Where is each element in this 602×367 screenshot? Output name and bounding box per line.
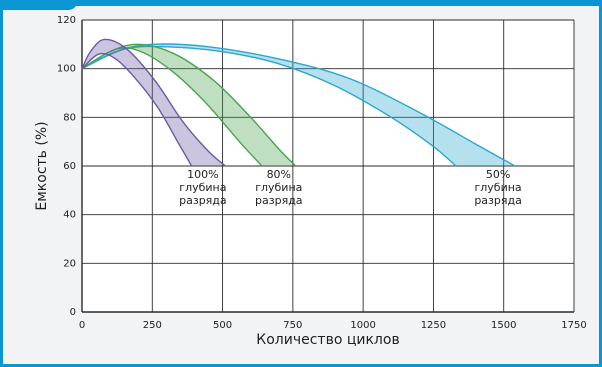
series-annotation-line: разряда xyxy=(474,194,522,207)
x-axis-ticks: 0 250 500 750 1000 1250 1500 1750 xyxy=(79,320,587,331)
series-annotation-line: 100% xyxy=(187,168,218,181)
x-tick-label: 1750 xyxy=(561,320,586,331)
x-tick-label: 1500 xyxy=(491,320,516,331)
x-tick-label: 250 xyxy=(143,320,162,331)
series-band xyxy=(82,44,515,166)
x-tick-label: 0 xyxy=(79,320,85,331)
grid xyxy=(81,19,575,313)
series-lower-line xyxy=(81,52,193,167)
series-annotation-line: разряда xyxy=(179,194,227,207)
series-annotations: 100%глубинаразряда80%глубинаразряда50%гл… xyxy=(179,168,522,207)
x-tick-label: 1000 xyxy=(350,320,375,331)
y-axis-title: Емкость (%) xyxy=(34,121,50,210)
x-tick-label: 750 xyxy=(283,320,302,331)
series-lower-line xyxy=(81,47,263,167)
series-annotation-line: глубина xyxy=(179,181,226,194)
y-tick-label: 80 xyxy=(63,112,76,123)
y-axis-ticks: 0 20 40 60 80 100 120 xyxy=(57,15,76,318)
series-annotation-line: 50% xyxy=(486,168,510,181)
x-tick-label: 500 xyxy=(213,320,232,331)
series-band xyxy=(82,44,296,166)
series-annotation-line: глубина xyxy=(474,181,521,194)
series-annotation-line: глубина xyxy=(255,181,302,194)
y-tick-label: 100 xyxy=(57,64,76,75)
series-annotation-line: разряда xyxy=(255,194,303,207)
series-annotation-line: 80% xyxy=(267,168,291,181)
y-tick-label: 20 xyxy=(63,258,76,269)
data-areas xyxy=(81,38,516,167)
frame-tab-decoration xyxy=(0,0,78,10)
x-tick-label: 1250 xyxy=(421,320,446,331)
series-band xyxy=(82,39,226,166)
y-tick-label: 40 xyxy=(63,210,76,221)
y-tick-label: 120 xyxy=(57,15,76,26)
y-tick-label: 0 xyxy=(70,307,76,318)
series-upper-line xyxy=(81,38,226,167)
y-tick-label: 60 xyxy=(63,161,76,172)
series-lower-line xyxy=(81,45,457,167)
x-axis-title: Количество циклов xyxy=(256,332,399,348)
